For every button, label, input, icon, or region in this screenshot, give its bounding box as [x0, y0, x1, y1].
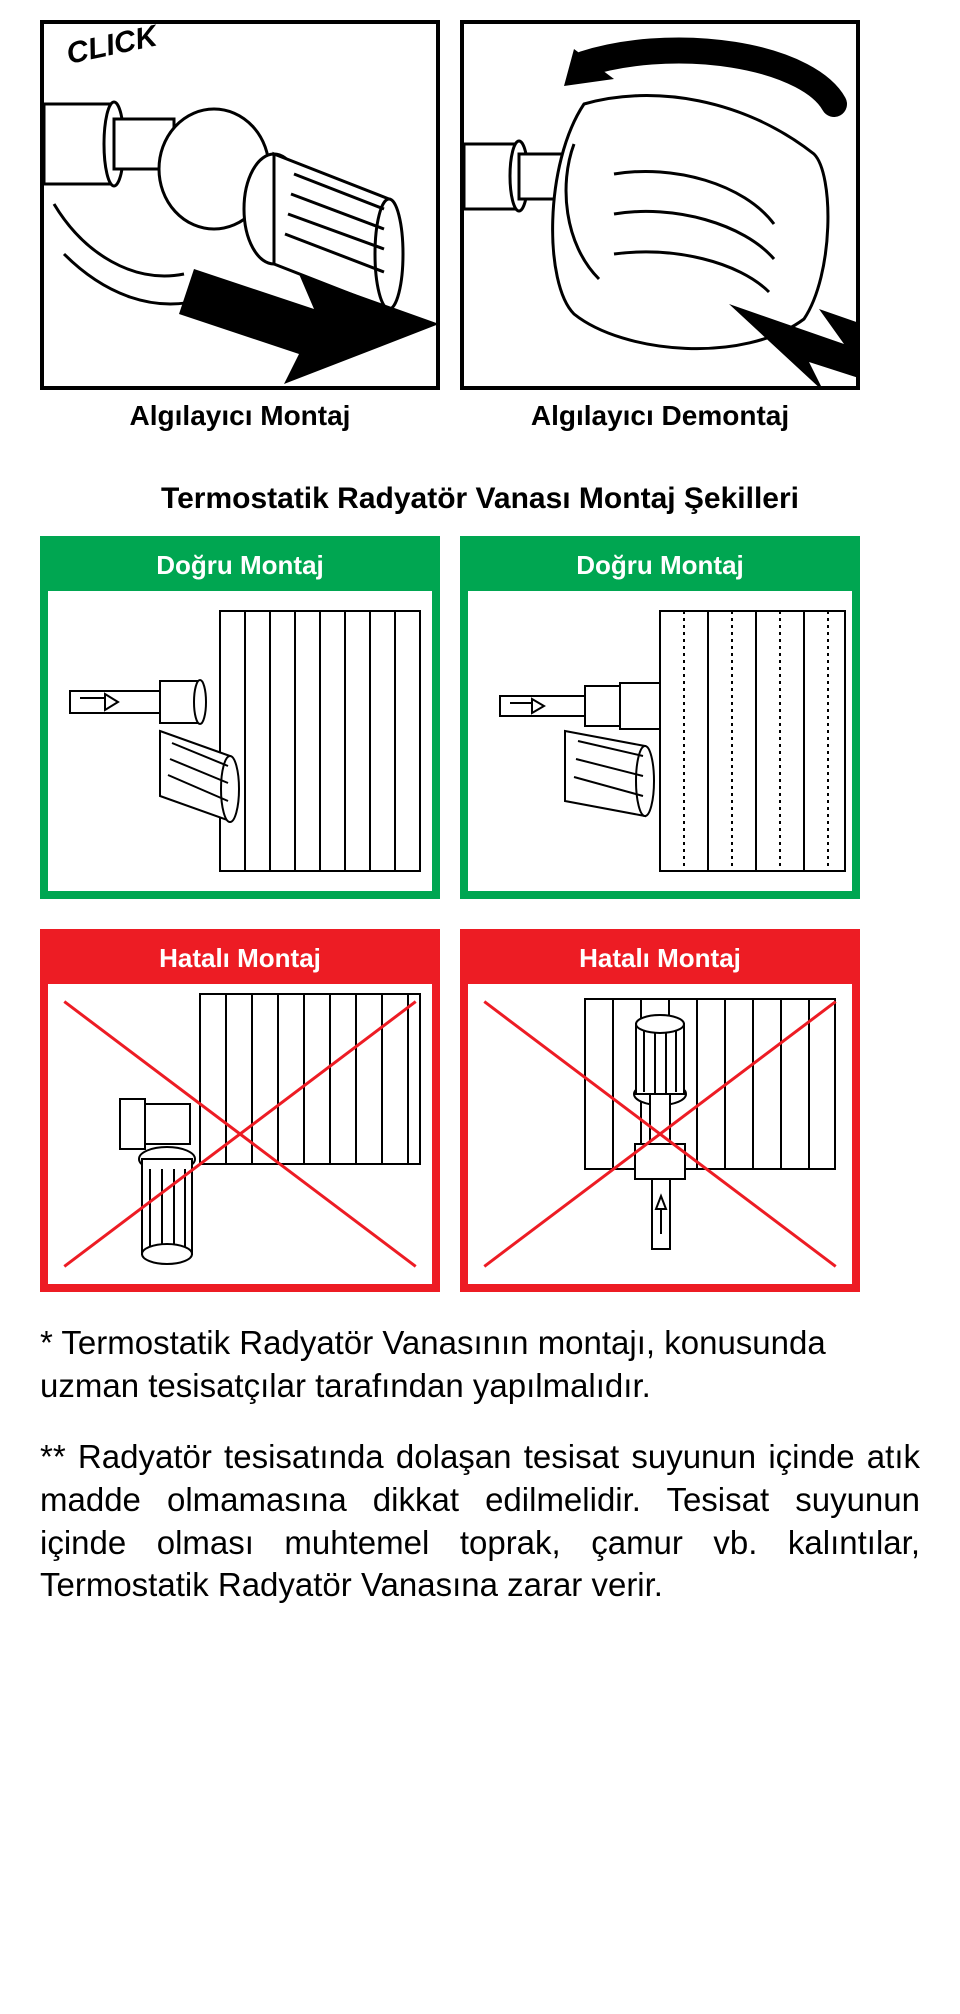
- wrong-card-1: Hatalı Montaj: [40, 929, 440, 1292]
- correct-body-1: [48, 591, 432, 891]
- correct-label-2: Doğru Montaj: [468, 544, 852, 591]
- correct-card-1: Doğru Montaj: [40, 536, 440, 899]
- caption-mount: Algılayıcı Montaj: [40, 400, 440, 432]
- illustration-mount: CLICK: [40, 20, 440, 390]
- section-title: Termostatik Radyatör Vanası Montaj Şekil…: [40, 482, 920, 516]
- wrong-card-2: Hatalı Montaj: [460, 929, 860, 1292]
- correct-row: Doğru Montaj: [40, 536, 920, 899]
- wrong-label-1: Hatalı Montaj: [48, 937, 432, 984]
- top-illustration-row: CLICK: [40, 20, 920, 390]
- paragraph-2: ** Radyatör tesisatında dolaşan tesisat …: [40, 1436, 920, 1608]
- paragraph-1: * Termostatik Radyatör Vanasının montajı…: [40, 1322, 920, 1408]
- correct-body-2: [468, 591, 852, 891]
- caption-row: Algılayıcı Montaj Algılayıcı Demontaj: [40, 400, 920, 432]
- caption-demount: Algılayıcı Demontaj: [460, 400, 860, 432]
- correct-card-2: Doğru Montaj: [460, 536, 860, 899]
- wrong-body-1: [48, 984, 432, 1284]
- wrong-body-2: [468, 984, 852, 1284]
- wrong-row: Hatalı Montaj: [40, 929, 920, 1292]
- illustration-demount: [460, 20, 860, 390]
- correct-label-1: Doğru Montaj: [48, 544, 432, 591]
- wrong-label-2: Hatalı Montaj: [468, 937, 852, 984]
- click-label: CLICK: [64, 24, 163, 71]
- body-text: * Termostatik Radyatör Vanasının montajı…: [40, 1322, 920, 1607]
